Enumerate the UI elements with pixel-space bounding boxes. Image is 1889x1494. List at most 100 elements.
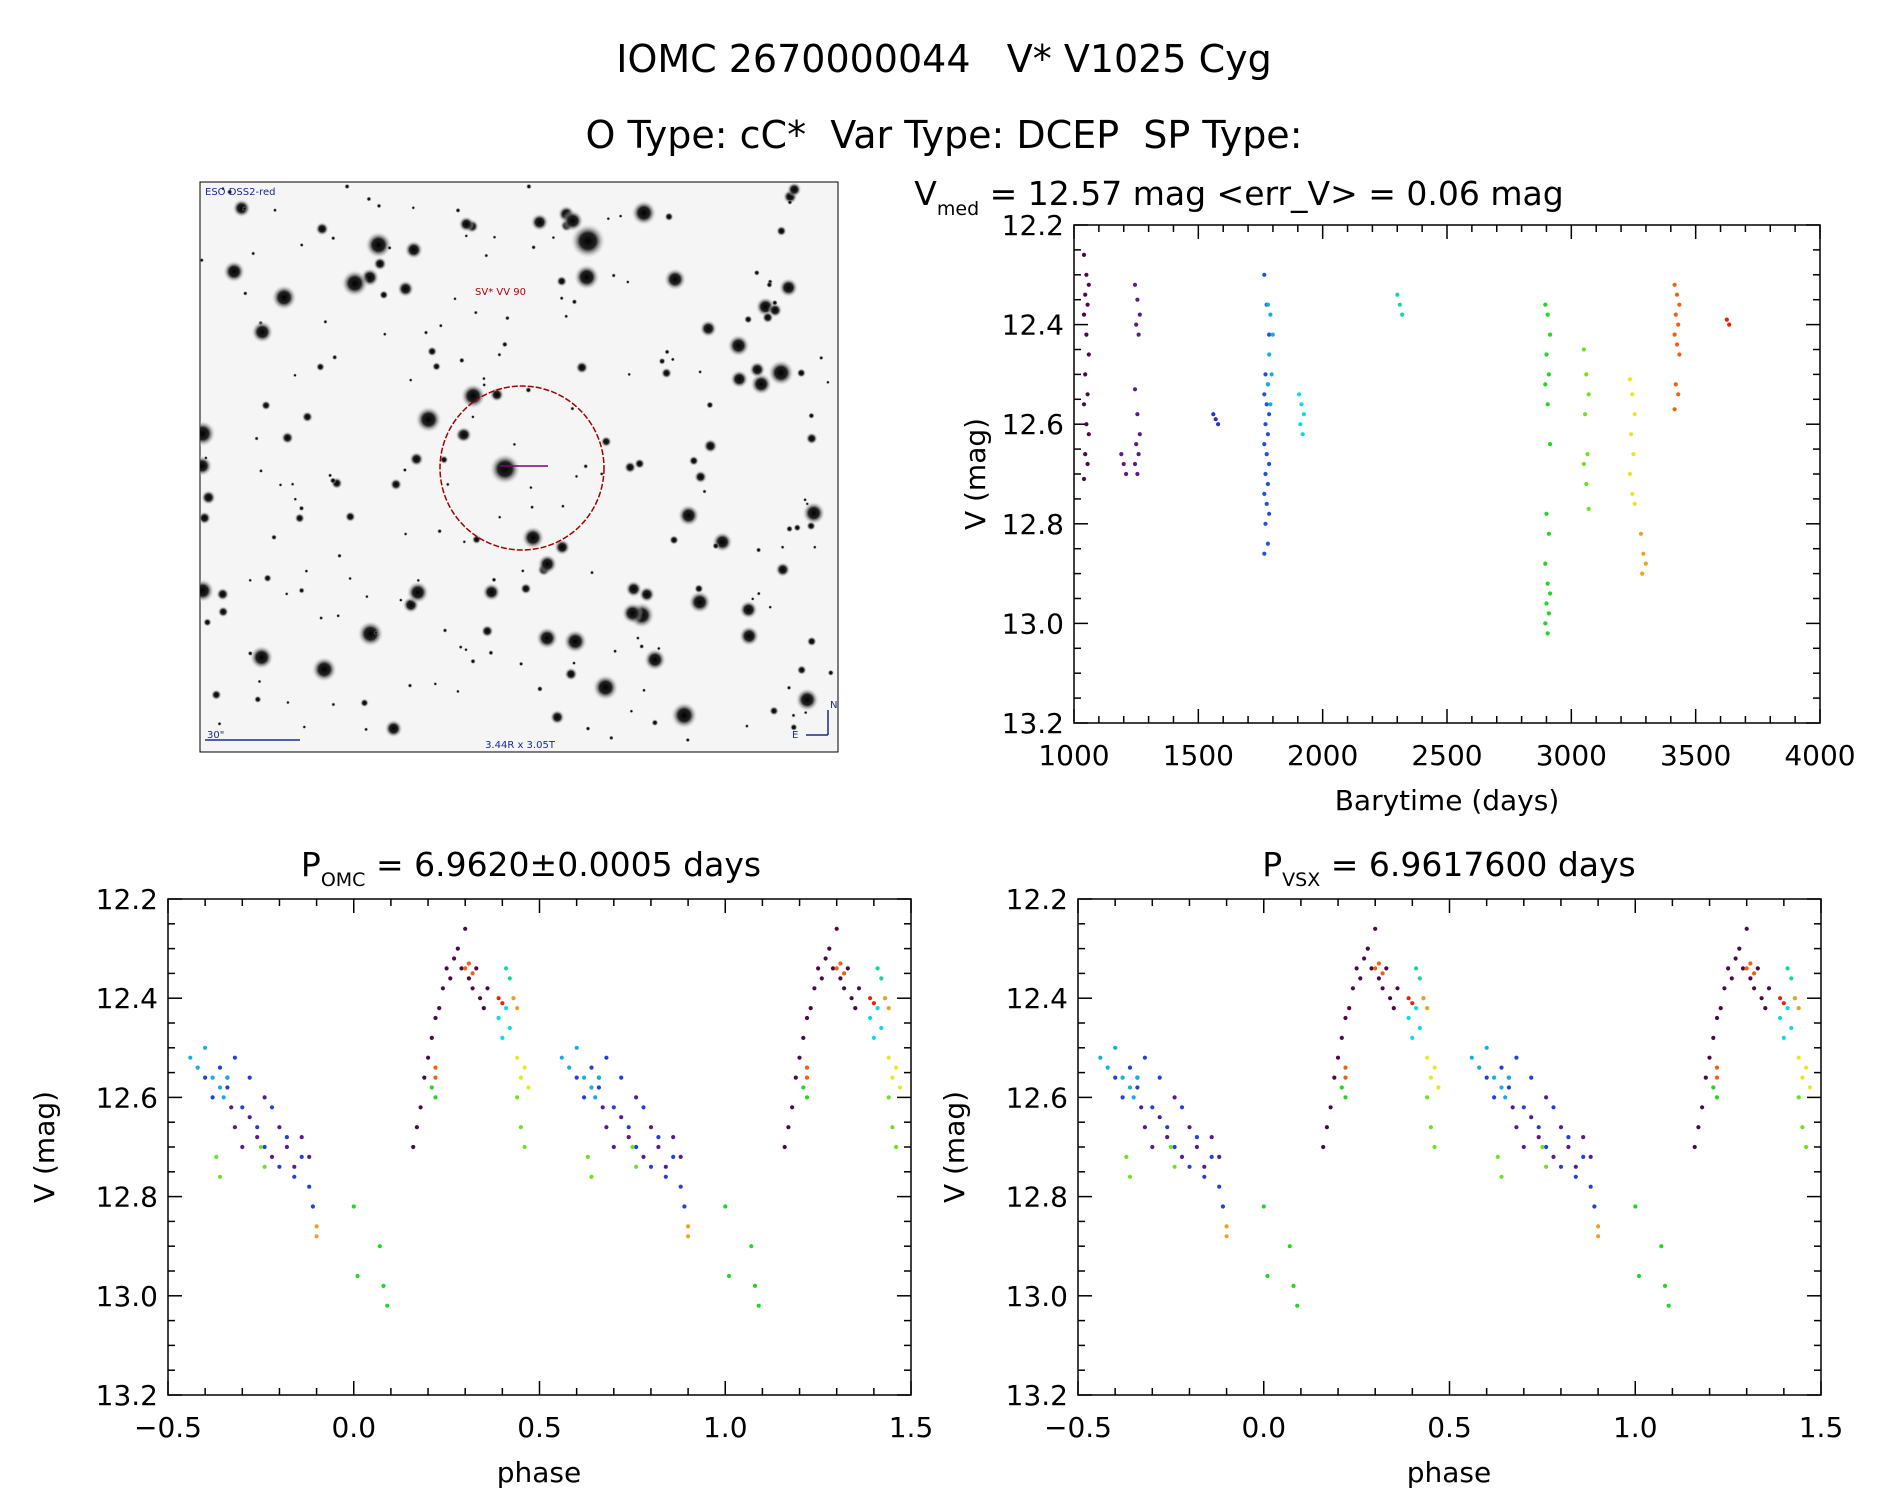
field-star <box>693 470 708 484</box>
phase-point <box>1202 1164 1207 1169</box>
phase-point <box>1506 1075 1511 1080</box>
phase-point <box>1707 1055 1712 1060</box>
field-star <box>433 681 438 686</box>
phase-point <box>790 1105 795 1110</box>
phase-point <box>1711 1035 1716 1040</box>
phase-point <box>433 1015 438 1021</box>
phase-point <box>433 1095 438 1100</box>
lightcurve-point <box>1134 442 1139 447</box>
lightcurve-point <box>1267 412 1272 417</box>
phase-point <box>604 1125 609 1130</box>
phase-point <box>819 976 824 981</box>
lightcurve-point <box>1301 412 1306 417</box>
phase-point <box>1755 966 1760 971</box>
field-star <box>750 596 755 601</box>
field-star <box>743 315 753 324</box>
lightcurve-point <box>1632 501 1637 506</box>
field-star <box>670 357 675 362</box>
field-star <box>253 695 262 704</box>
field-star <box>329 477 337 485</box>
phase-point <box>1425 1006 1430 1011</box>
lightcurve-point <box>1638 531 1644 536</box>
phase-point <box>470 971 475 976</box>
phase-point <box>875 966 880 971</box>
phase-point <box>1291 1283 1296 1288</box>
phase-point <box>247 1075 252 1080</box>
phase-point <box>686 1234 691 1239</box>
lightcurve-point <box>1136 332 1141 337</box>
lightcurve-point <box>1136 452 1141 457</box>
phase-point <box>1391 1006 1396 1011</box>
phase-point <box>1384 966 1389 971</box>
phase-point <box>1135 1085 1140 1090</box>
phase-point <box>589 1085 594 1090</box>
x-tick-label: 0.5 <box>517 1411 562 1444</box>
phase-point <box>1796 1006 1801 1011</box>
phase-point <box>589 1174 594 1179</box>
field-star <box>518 661 524 667</box>
phase-point <box>1744 966 1749 971</box>
field-star <box>677 504 700 527</box>
phase-point <box>1666 1303 1671 1308</box>
phase-point <box>897 1085 903 1090</box>
finder-object-label: SV* VV 90 <box>475 287 526 298</box>
field-star <box>260 400 272 411</box>
field-star <box>497 352 502 358</box>
field-star <box>789 723 798 732</box>
field-star <box>712 542 720 550</box>
phase-point <box>1168 1144 1173 1150</box>
phase-point <box>1763 1006 1768 1011</box>
phase-point <box>1105 1065 1110 1070</box>
phase-point <box>1744 926 1749 931</box>
lightcurve-point <box>1548 442 1553 447</box>
phase-point <box>1696 1125 1701 1130</box>
field-star <box>521 526 545 550</box>
phase-point <box>1406 1015 1411 1021</box>
field-star <box>364 231 393 259</box>
phase-point <box>1714 1065 1720 1070</box>
phase-point <box>217 1065 223 1070</box>
phase-point <box>838 961 843 966</box>
phase-point <box>474 966 479 971</box>
lightcurve-point <box>1135 297 1140 302</box>
field-star <box>559 295 564 301</box>
lightcurve-point <box>1544 352 1549 357</box>
field-star <box>414 405 443 434</box>
phase-omc-points <box>188 926 903 1308</box>
lightcurve-point <box>1265 481 1270 487</box>
phase-point <box>1800 1075 1805 1080</box>
phase-point <box>1529 1115 1534 1120</box>
phase-vsx-title: PVSX = 6.9617600 days <box>1262 845 1635 891</box>
phase-point <box>1157 1115 1162 1120</box>
field-star <box>658 357 666 365</box>
phase-point <box>1592 1204 1597 1209</box>
lightcurve-point <box>1083 452 1088 457</box>
phase-point <box>641 1105 646 1110</box>
phase-point <box>582 1075 587 1080</box>
phase-point <box>834 926 839 931</box>
phase-point <box>1376 976 1381 981</box>
field-star <box>379 290 389 300</box>
field-star <box>376 203 382 209</box>
phase-point <box>1369 966 1374 971</box>
lightcurve-point <box>1545 402 1550 407</box>
field-star <box>200 455 213 477</box>
phase-point <box>1287 1244 1292 1249</box>
field-star <box>382 332 387 337</box>
phase-point <box>1373 966 1378 971</box>
y-tick-label: 12.8 <box>96 1181 158 1214</box>
finder-size-label: 3.44R x 3.05T <box>485 740 556 751</box>
lightcurve-point <box>1081 402 1087 407</box>
phase-point <box>1324 1125 1329 1130</box>
phase-point <box>355 1273 360 1279</box>
x-tick-label: 0.0 <box>1241 1411 1286 1444</box>
field-star <box>302 725 307 729</box>
field-star <box>776 225 787 237</box>
field-star <box>803 497 808 502</box>
phase-point <box>440 986 445 991</box>
y-tick-label: 12.8 <box>1006 1181 1068 1214</box>
field-star <box>778 277 799 298</box>
phase-point <box>1636 1273 1642 1279</box>
field-star <box>337 553 342 559</box>
phase-point <box>448 976 453 981</box>
